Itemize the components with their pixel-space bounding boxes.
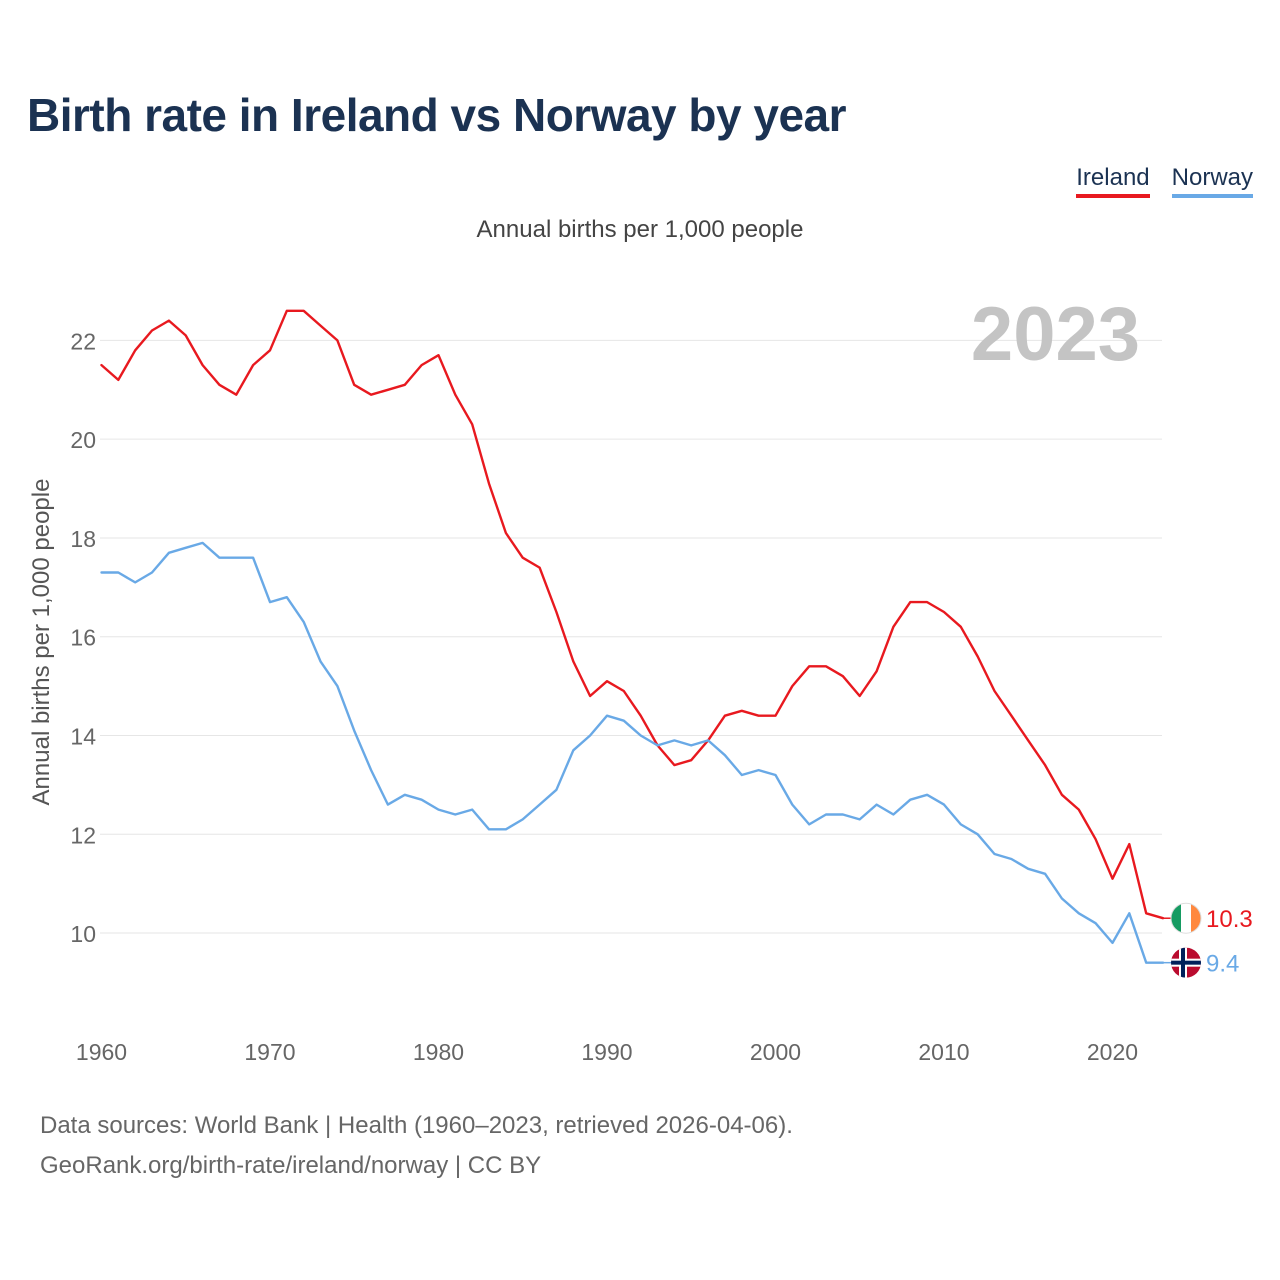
chart-title: Birth rate in Ireland vs Norway by year xyxy=(27,89,847,141)
footer: Data sources: World Bank | Health (1960–… xyxy=(40,1106,793,1186)
chart-subtitle: Annual births per 1,000 people xyxy=(476,216,804,243)
x-tick-label-1970: 1970 xyxy=(244,1039,295,1065)
legend-item-ireland[interactable]: Ireland xyxy=(1076,164,1150,198)
axis-ticks: 10 12 14 16 18 20 22 1960 1970 1980 1990 2000 2010 20… xyxy=(70,328,1138,1065)
end-label-norway: 9.4 xyxy=(1206,951,1239,978)
x-tick-label-2020: 2020 xyxy=(1087,1039,1138,1065)
flag-ireland-icon xyxy=(1170,902,1202,934)
footer-link[interactable]: GeoRank.org/birth-rate/ireland/norway | … xyxy=(40,1152,542,1179)
y-tick-label-16: 16 xyxy=(70,625,96,651)
series-line-norway xyxy=(100,541,1165,964)
year-label: 2023 xyxy=(971,292,1140,377)
series-line-ireland xyxy=(100,309,1165,920)
y-tick-label-22: 22 xyxy=(70,328,96,354)
grid-lines xyxy=(100,339,1162,934)
x-tick-label-1960: 1960 xyxy=(76,1039,127,1065)
y-tick-label-18: 18 xyxy=(70,526,96,552)
y-tick-label-12: 12 xyxy=(70,822,96,848)
x-tick-label-1990: 1990 xyxy=(581,1039,632,1065)
end-label-ireland: 10.3 xyxy=(1206,906,1253,933)
series-lines xyxy=(100,309,1165,964)
y-tick-label-14: 14 xyxy=(70,723,96,749)
legend: Ireland Norway xyxy=(1076,164,1253,198)
x-tick-label-1980: 1980 xyxy=(413,1039,464,1065)
line-chart: 10 12 14 16 18 20 22 1960 1970 1980 1990 2000 2010 20… xyxy=(70,292,1253,1065)
x-tick-label-2000: 2000 xyxy=(750,1039,801,1065)
flag-norway-icon xyxy=(1171,947,1201,978)
end-markers: 10.3 9.4 xyxy=(1163,902,1253,978)
y-tick-label-10: 10 xyxy=(70,921,96,947)
legend-item-norway[interactable]: Norway xyxy=(1171,164,1253,198)
footer-source: Data sources: World Bank | Health (1960–… xyxy=(40,1112,793,1139)
y-tick-label-20: 20 xyxy=(70,427,96,453)
x-tick-label-2010: 2010 xyxy=(918,1039,969,1065)
